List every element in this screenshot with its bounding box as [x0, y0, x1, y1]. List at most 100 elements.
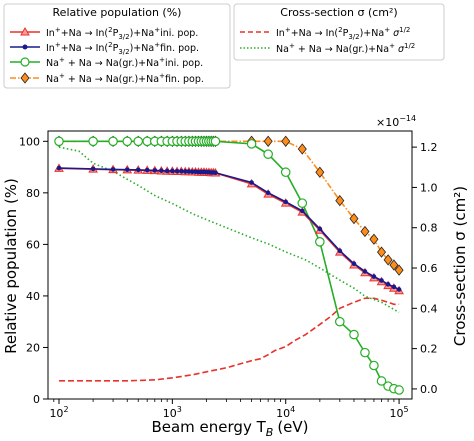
- x-axis: 102 103 104 105: [49, 399, 409, 420]
- data-point: [170, 168, 175, 174]
- legend-left: Relative population (%) In++Na → In(2P3/…: [3, 3, 231, 89]
- x-tick-label-3: 105: [390, 405, 409, 420]
- y-axis-left: 0 20 40 60 80 100: [19, 135, 48, 406]
- y-right-tick-label-1: 0.2: [420, 343, 438, 356]
- data-point: [360, 225, 370, 238]
- series-5: [58, 146, 400, 314]
- data-point: [377, 246, 387, 258]
- data-point: [391, 284, 397, 290]
- x-tick-label-0: 102: [49, 405, 68, 420]
- data-point: [174, 168, 180, 174]
- data-point: [297, 198, 308, 208]
- data-point: [369, 233, 379, 245]
- y-right-tick-label-6: 1.2: [420, 141, 438, 154]
- data-point: [54, 136, 64, 147]
- data-point: [394, 264, 404, 276]
- legend-right-entry-1: In++Na → In(2P3/2)+Na+ σ1/2: [240, 26, 410, 41]
- data-point: [90, 166, 96, 172]
- data-point: [283, 199, 289, 205]
- plot-area: [47, 130, 413, 400]
- legend-left-entry-4: Na+ + Na → Na(gr.)+Na+fin. pop.: [10, 72, 204, 85]
- data-point: [315, 166, 325, 178]
- y-left-tick-label-2: 40: [26, 290, 40, 303]
- data-point: [133, 136, 144, 147]
- series-line-3: [58, 140, 400, 271]
- data-point: [190, 169, 195, 175]
- data-point: [337, 248, 343, 254]
- data-point: [263, 135, 273, 147]
- svg-text:In++Na → In(2P3/2)+Na+ini. pop: In++Na → In(2P3/2)+Na+ini. pop.: [46, 26, 198, 41]
- series-line-0: [58, 167, 400, 292]
- legend-left-title: Relative population (%): [53, 6, 182, 19]
- data-point: [351, 261, 357, 267]
- data-point: [110, 167, 116, 172]
- data-point: [179, 168, 184, 174]
- data-point: [56, 165, 62, 171]
- data-point: [135, 167, 141, 173]
- legend-right: Cross-section σ (cm²) In++Na → In(2P3/2)…: [233, 3, 445, 61]
- data-point: [152, 168, 158, 173]
- series-line-2: [58, 140, 400, 391]
- data-point: [281, 135, 291, 147]
- data-point: [246, 139, 257, 149]
- data-point: [299, 208, 305, 214]
- y-right-tick-label-3: 0.6: [420, 262, 438, 275]
- svg-text:In++Na → In(2P3/2)+Na+fin. pop: In++Na → In(2P3/2)+Na+fin. pop.: [46, 41, 199, 56]
- series-line-5: [58, 146, 400, 314]
- series-0: [54, 163, 404, 295]
- y-right-tick-label-2: 0.4: [420, 302, 438, 315]
- x-axis-label: Beam energy TB (eV): [151, 418, 308, 439]
- data-point: [385, 282, 391, 287]
- data-point: [389, 259, 399, 271]
- data-point: [396, 287, 402, 292]
- data-point: [297, 143, 307, 155]
- data-point: [335, 194, 345, 207]
- svg-text:Na+ + Na → Na(gr.)+Na+ini. pop: Na+ + Na → Na(gr.)+Na+ini. pop.: [46, 56, 203, 69]
- svg-text:Na+ + Na → Na(gr.)+Na+ σ1/2: Na+ + Na → Na(gr.)+Na+ σ1/2: [276, 42, 415, 55]
- y-axis-left-label: Relative population (%): [2, 178, 20, 354]
- data-point: [265, 190, 271, 196]
- legend-left-entry-2: In++Na → In(2P3/2)+Na+fin. pop.: [10, 41, 199, 56]
- data-point: [362, 269, 368, 274]
- y-left-tick-label-1: 20: [26, 341, 40, 354]
- y-axis-right: 0.0 0.2 0.4 0.6 0.8 1.0 1.2: [412, 141, 438, 396]
- data-point: [371, 274, 377, 279]
- series-line-4: [58, 297, 400, 382]
- legend-left-entry-3: Na+ + Na → Na(gr.)+Na+ini. pop.: [10, 56, 203, 69]
- data-point: [360, 347, 370, 358]
- data-point: [144, 167, 150, 173]
- data-point: [315, 237, 325, 247]
- data-point: [394, 385, 404, 395]
- series-4: [58, 297, 400, 382]
- x-tick-label-1: 103: [163, 405, 182, 420]
- legend-right-entry-2: Na+ + Na → Na(gr.)+Na+ σ1/2: [240, 42, 415, 55]
- data-point: [124, 167, 130, 172]
- svg-text:In++Na → In(2P3/2)+Na+ σ1/2: In++Na → In(2P3/2)+Na+ σ1/2: [276, 26, 410, 41]
- data-point: [263, 149, 273, 159]
- y-right-tick-label-0: 0.0: [420, 383, 438, 396]
- svg-text:Na+ + Na → Na(gr.)+Na+fin. pop: Na+ + Na → Na(gr.)+Na+fin. pop.: [46, 72, 204, 85]
- data-point: [376, 376, 387, 386]
- series-2: [54, 136, 404, 395]
- data-point: [280, 167, 291, 178]
- series-line-1: [58, 167, 400, 291]
- data-point: [349, 329, 359, 340]
- data-point: [249, 180, 254, 185]
- data-point: [122, 136, 133, 147]
- legend-left-entry-1: In++Na → In(2P3/2)+Na+ini. pop.: [10, 26, 198, 41]
- legend-right-title: Cross-section σ (cm²): [280, 6, 397, 19]
- data-point: [159, 168, 164, 173]
- data-point: [349, 212, 359, 225]
- data-point: [186, 169, 192, 174]
- data-point: [379, 278, 384, 283]
- data-point: [383, 254, 393, 266]
- series-layer: [54, 135, 404, 395]
- data-point: [182, 169, 188, 174]
- y-right-tick-label-5: 1.0: [420, 181, 438, 194]
- data-point: [88, 136, 98, 147]
- y-left-tick-label-5: 100: [19, 135, 40, 148]
- data-point: [213, 170, 218, 176]
- data-point: [317, 226, 323, 232]
- data-point: [164, 168, 170, 174]
